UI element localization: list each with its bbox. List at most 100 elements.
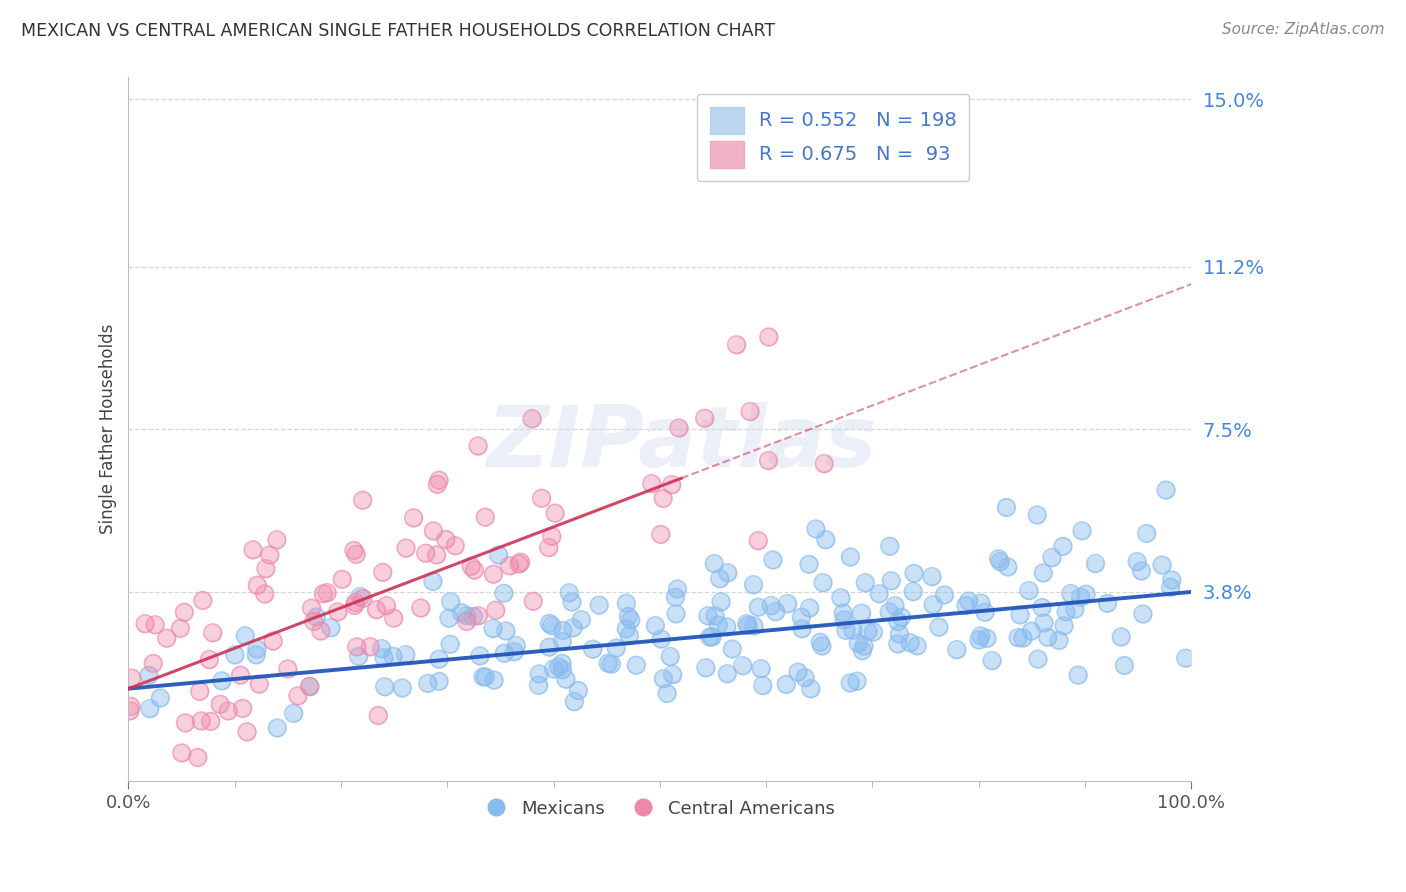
Point (661, 667, 683, 681)
Point (246, 578, 269, 592)
Point (139, 701, 162, 715)
Point (600, 657, 623, 671)
Point (693, 411, 716, 425)
Point (391, 681, 413, 695)
Point (880, 574, 903, 588)
Point (422, 574, 444, 589)
Point (1067, 668, 1090, 682)
Point (266, 533, 288, 547)
Point (1130, 564, 1153, 578)
Point (652, 672, 675, 686)
Point (352, 591, 374, 606)
Point (1031, 600, 1053, 615)
Point (382, 649, 405, 664)
Point (665, 607, 688, 621)
Point (474, 670, 496, 684)
Point (551, 663, 574, 677)
Point (224, 648, 246, 662)
Point (543, 662, 565, 676)
Point (561, 595, 583, 609)
Point (416, 676, 439, 690)
Point (287, 689, 309, 703)
Point (851, 643, 873, 657)
Point (808, 635, 831, 649)
Point (775, 677, 797, 691)
Point (156, 631, 179, 645)
Point (245, 648, 267, 662)
Point (877, 605, 900, 619)
Text: Source: ZipAtlas.com: Source: ZipAtlas.com (1222, 22, 1385, 37)
Point (344, 595, 367, 609)
Point (598, 657, 620, 671)
Point (839, 676, 862, 690)
Point (811, 575, 834, 590)
Point (326, 605, 349, 619)
Point (554, 672, 576, 686)
Point (456, 615, 478, 629)
Point (997, 560, 1019, 574)
Point (426, 477, 449, 491)
Point (804, 522, 827, 536)
Point (813, 457, 835, 471)
Point (170, 746, 193, 760)
Point (1070, 590, 1092, 604)
Point (862, 625, 884, 640)
Point (1018, 583, 1040, 598)
Point (562, 695, 585, 709)
Point (505, 639, 527, 653)
Point (482, 567, 505, 582)
Point (707, 618, 730, 632)
Point (707, 618, 730, 632)
Point (439, 637, 461, 651)
Point (703, 557, 725, 571)
Point (742, 578, 765, 592)
Point (460, 559, 482, 574)
Point (374, 680, 396, 694)
Point (540, 618, 562, 632)
Point (659, 649, 682, 664)
Point (134, 616, 156, 631)
Point (800, 681, 823, 696)
Point (903, 566, 925, 581)
Point (1114, 658, 1136, 673)
Point (794, 671, 817, 685)
Point (851, 643, 873, 657)
Point (187, 750, 209, 764)
Point (1071, 524, 1094, 538)
Point (725, 337, 748, 351)
Point (1021, 624, 1043, 639)
Point (1018, 583, 1040, 598)
Point (298, 680, 321, 694)
Point (666, 582, 689, 596)
Point (233, 629, 256, 643)
Point (246, 578, 269, 592)
Point (738, 404, 761, 418)
Point (987, 552, 1010, 566)
Point (922, 598, 945, 612)
Point (508, 557, 530, 571)
Point (437, 611, 460, 625)
Point (832, 613, 855, 627)
Point (747, 600, 769, 615)
Point (665, 607, 688, 621)
Point (1032, 566, 1054, 580)
Point (319, 621, 342, 635)
Point (305, 610, 328, 624)
Point (901, 584, 924, 599)
Point (934, 588, 956, 602)
Point (395, 541, 418, 555)
Point (995, 500, 1018, 515)
Point (693, 411, 716, 425)
Point (551, 657, 574, 671)
Point (1160, 580, 1182, 594)
Point (174, 715, 197, 730)
Point (776, 597, 799, 611)
Point (170, 746, 193, 760)
Point (450, 606, 472, 620)
Point (551, 624, 574, 638)
Point (247, 677, 270, 691)
Point (790, 610, 813, 624)
Point (343, 543, 366, 558)
Point (1154, 483, 1177, 497)
Point (1097, 596, 1119, 610)
